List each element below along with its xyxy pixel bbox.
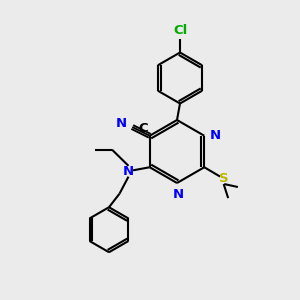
Text: N: N — [116, 117, 127, 130]
Text: N: N — [123, 165, 134, 178]
Text: N: N — [210, 129, 221, 142]
Text: C: C — [138, 122, 148, 135]
Text: N: N — [173, 188, 184, 201]
Text: Cl: Cl — [173, 25, 187, 38]
Text: S: S — [219, 172, 229, 185]
